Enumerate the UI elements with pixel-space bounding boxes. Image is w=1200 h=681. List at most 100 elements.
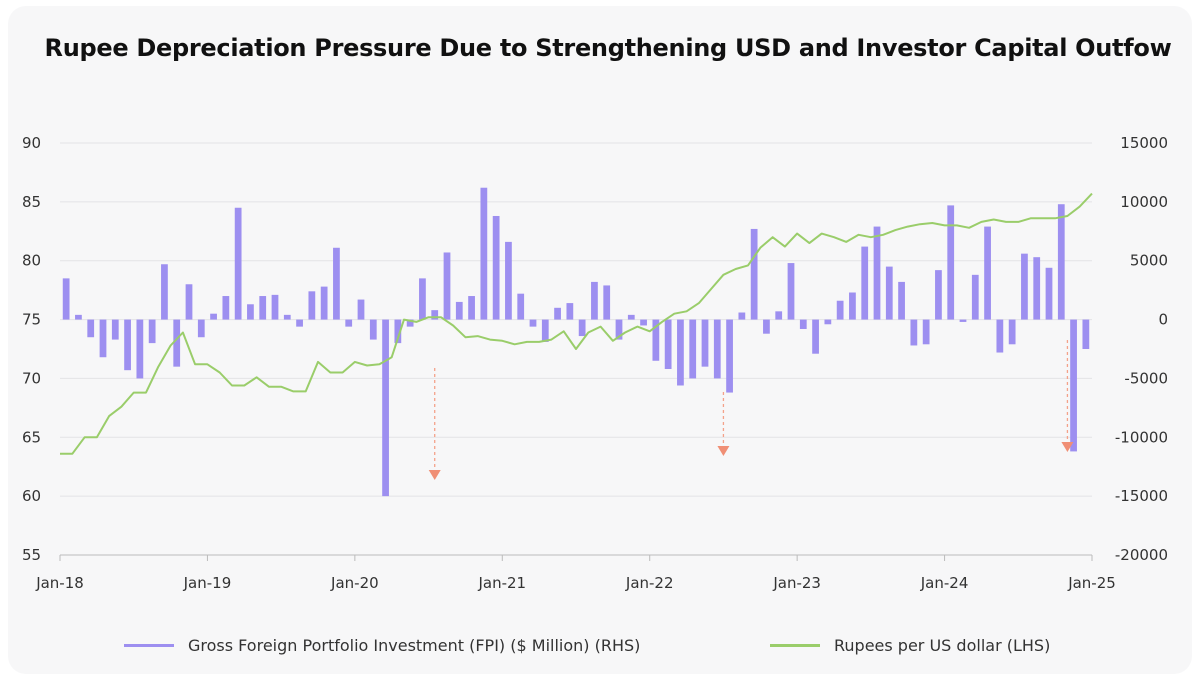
fpi-bar xyxy=(480,187,488,320)
right-tick-label: 10000 xyxy=(1120,193,1168,211)
x-tick-label: Jan-20 xyxy=(330,574,379,592)
right-tick-label: 5000 xyxy=(1130,252,1168,270)
x-tick-label: Jan-23 xyxy=(772,574,821,592)
rupee-line xyxy=(60,192,1093,455)
fpi-bar xyxy=(799,319,807,329)
legend-item-rupee: Rupees per US dollar (LHS) xyxy=(770,636,1050,655)
fpi-bar xyxy=(136,319,144,379)
fpi-bar xyxy=(394,319,402,344)
left-tick-label: 60 xyxy=(22,487,41,505)
fpi-bar xyxy=(812,319,819,354)
fpi-bar xyxy=(971,274,979,320)
fpi-bar xyxy=(959,319,967,322)
fpi-bar xyxy=(296,319,303,327)
fpi-bar xyxy=(173,319,181,367)
legend-label-fpi: Gross Foreign Portfolio Investment (FPI)… xyxy=(188,636,641,655)
fpi-bar xyxy=(996,319,1004,353)
right-tick-label: -10000 xyxy=(1115,428,1168,446)
fpi-bar xyxy=(873,226,881,320)
legend: Gross Foreign Portfolio Investment (FPI)… xyxy=(0,636,1200,660)
fpi-bar xyxy=(763,319,770,334)
fpi-bar xyxy=(345,319,353,327)
fpi-bar xyxy=(357,299,365,320)
fpi-bar xyxy=(701,319,709,367)
fpi-bar xyxy=(849,292,856,320)
fpi-bar xyxy=(210,313,217,320)
fpi-bar xyxy=(677,319,684,386)
x-tick-label: Jan-18 xyxy=(35,574,84,592)
fpi-bar xyxy=(775,311,783,320)
fpi-bar xyxy=(283,314,291,320)
fpi-bar xyxy=(713,319,721,379)
fpi-bar xyxy=(615,319,623,340)
right-tick-label: -5000 xyxy=(1124,369,1168,387)
fpi-bar xyxy=(1045,267,1053,320)
fpi-bar xyxy=(111,319,119,340)
outflow-arrow-head xyxy=(1061,442,1074,452)
fpi-bar xyxy=(885,266,893,320)
fpi-bar xyxy=(517,293,525,320)
fpi-bar xyxy=(1008,319,1016,345)
fpi-bar xyxy=(922,319,930,345)
left-tick-label: 65 xyxy=(22,428,41,446)
left-tick-label: 55 xyxy=(22,546,41,564)
x-axis: Jan-18 Jan-19 Jan-20 Jan-21 Jan-22 Jan-23 Jan-… xyxy=(35,555,1116,592)
fpi-bar xyxy=(640,319,647,326)
fpi-bar xyxy=(247,304,254,320)
fpi-bar xyxy=(738,312,746,320)
right-tick-label: 15000 xyxy=(1120,134,1168,152)
fpi-bar xyxy=(750,228,758,320)
fpi-bar xyxy=(554,307,561,320)
fpi-bar xyxy=(62,278,70,320)
fpi-bar xyxy=(836,300,844,320)
fpi-bar xyxy=(627,314,635,320)
fpi-bar xyxy=(787,263,795,320)
left-tick-label: 75 xyxy=(22,311,41,329)
fpi-bar xyxy=(271,294,279,320)
fpi-bar xyxy=(652,319,660,361)
legend-swatch-rupee xyxy=(770,644,820,647)
right-tick-label: 0 xyxy=(1158,311,1168,329)
chart-card xyxy=(8,6,1192,674)
fpi-bar xyxy=(124,319,131,371)
fpi-bar xyxy=(222,296,230,320)
fpi-bar xyxy=(664,319,672,370)
legend-label-rupee: Rupees per US dollar (LHS) xyxy=(834,636,1051,655)
fpi-bar xyxy=(1057,204,1065,320)
outflow-arrow-head xyxy=(428,470,441,480)
fpi-bar xyxy=(468,296,475,320)
fpi-bar xyxy=(603,285,611,320)
fpi-bar xyxy=(1021,253,1028,320)
fpi-bar xyxy=(161,264,168,320)
fpi-bar xyxy=(541,319,549,342)
fpi-bar xyxy=(406,319,414,327)
fpi-bar xyxy=(333,247,340,320)
fpi-bar xyxy=(726,319,733,393)
fpi-bar xyxy=(824,319,832,325)
fpi-bar xyxy=(259,296,267,320)
fpi-bar xyxy=(148,319,156,344)
fpi-bar xyxy=(455,301,463,320)
fpi-bars xyxy=(62,187,1090,497)
fpi-bar xyxy=(87,319,95,338)
fpi-bar xyxy=(947,205,955,320)
left-axis-ticks: 90 85 80 75 70 65 60 55 xyxy=(22,134,41,564)
right-axis-ticks: 15000 10000 5000 0 -5000 -10000 -15000 -20000 xyxy=(1115,134,1168,564)
rupee-line-path xyxy=(60,192,1093,455)
outflow-arrows xyxy=(428,340,1074,480)
x-tick-label: Jan-22 xyxy=(625,574,674,592)
chart-title: Rupee Depreciation Pressure Due to Stren… xyxy=(44,34,1172,62)
x-tick-label: Jan-25 xyxy=(1067,574,1116,592)
fpi-bar xyxy=(935,270,942,320)
fpi-bar xyxy=(1033,257,1041,320)
x-tick-label: Jan-24 xyxy=(920,574,969,592)
fpi-bar xyxy=(185,284,193,320)
fpi-bar xyxy=(99,319,107,358)
fpi-bar xyxy=(984,226,991,320)
fpi-bar xyxy=(197,319,205,338)
fpi-bar xyxy=(75,314,82,320)
fpi-bar xyxy=(1082,319,1090,349)
fpi-bar xyxy=(566,303,574,320)
fpi-bar xyxy=(443,252,451,320)
